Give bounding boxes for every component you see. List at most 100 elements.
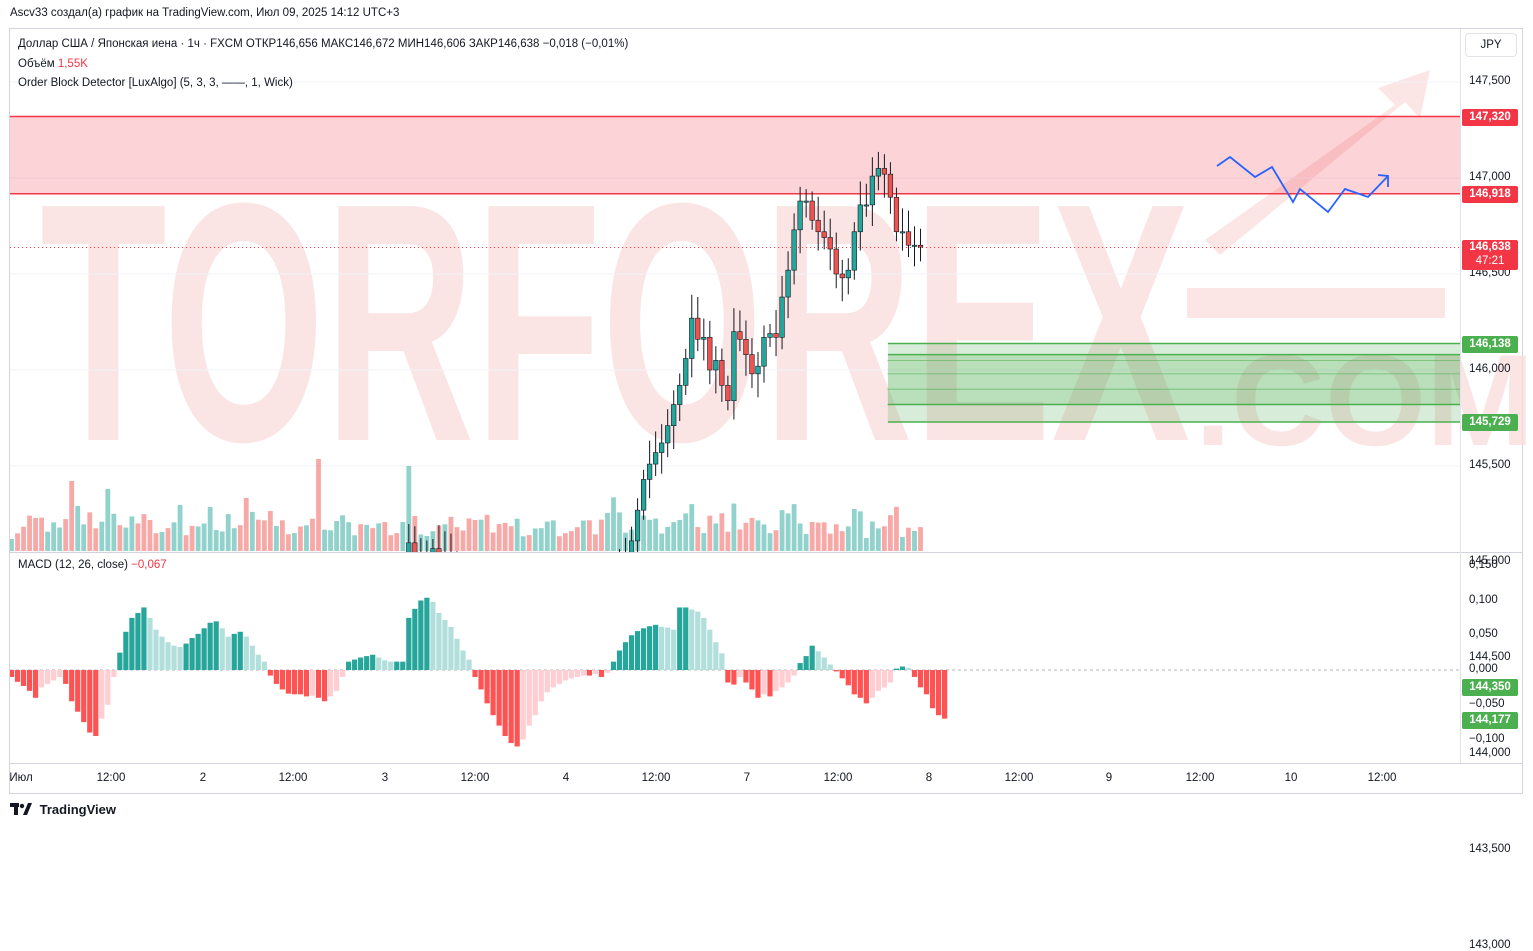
footer-brand[interactable]: TradingView — [10, 802, 116, 818]
candle-body — [899, 231, 906, 234]
currency-button[interactable]: JPY — [1465, 33, 1517, 57]
candle[interactable] — [803, 189, 809, 218]
candle[interactable] — [707, 320, 713, 385]
candle[interactable] — [701, 318, 707, 361]
macd-pane[interactable] — [10, 553, 1460, 763]
candle[interactable] — [689, 294, 695, 378]
symbol-legend-row[interactable]: Доллар США / Японская иена · 1ч · FXCM О… — [18, 35, 628, 55]
candle[interactable] — [749, 338, 755, 389]
candle[interactable] — [743, 320, 749, 376]
candle[interactable] — [761, 325, 767, 383]
demand-lower-top-badge[interactable]: 144,350 — [1462, 678, 1518, 696]
macd-histogram-bar — [39, 670, 45, 688]
candle[interactable] — [719, 348, 725, 402]
candle[interactable] — [659, 424, 665, 474]
candle[interactable] — [737, 310, 743, 352]
candle[interactable] — [839, 259, 845, 302]
candle[interactable] — [430, 538, 436, 552]
macd-histogram-bar — [863, 670, 869, 704]
candle[interactable] — [671, 390, 677, 450]
candle[interactable] — [815, 196, 821, 251]
candle[interactable] — [725, 375, 731, 411]
time-axis[interactable]: Июл 12:00 2 12:00 3 12:00 4 12:00 7 12:00 8 12:00 9 1… — [9, 764, 1522, 794]
candle[interactable] — [869, 157, 875, 226]
candle[interactable] — [623, 537, 628, 552]
candle[interactable] — [887, 162, 894, 214]
pane-divider[interactable] — [10, 552, 1522, 553]
candle[interactable] — [791, 213, 797, 285]
candle[interactable] — [893, 187, 900, 242]
candle[interactable] — [683, 348, 689, 395]
supply-top-badge[interactable]: 147,320 — [1462, 108, 1518, 126]
candle[interactable] — [833, 232, 839, 289]
candle-body — [659, 442, 665, 453]
demand-upper-top-badge[interactable]: 146,138 — [1462, 335, 1518, 353]
volume-bar — [520, 536, 526, 551]
candle[interactable] — [449, 533, 454, 552]
macd-legend[interactable]: MACD (12, 26, close) −0,067 — [18, 559, 167, 571]
macd-histogram-bar — [586, 670, 593, 676]
candle[interactable] — [419, 538, 424, 552]
macd-chart[interactable] — [10, 553, 1460, 763]
supply-bottom-badge[interactable]: 146,918 — [1462, 185, 1518, 203]
candle[interactable] — [665, 409, 671, 458]
macd-histogram-bar — [887, 670, 894, 683]
price-pane[interactable] — [10, 29, 1460, 552]
candle[interactable] — [827, 218, 833, 271]
price-axis[interactable]: 147,500 147,000 146,500 146,000 145,500 145,0… — [1461, 29, 1522, 951]
price-chart[interactable] — [10, 29, 1460, 552]
candle[interactable] — [731, 308, 737, 420]
demand-lower-bottom-badge[interactable]: 144,177 — [1462, 712, 1518, 730]
macd-histogram-bar — [568, 670, 574, 679]
indicator-legend-row[interactable]: Order Block Detector [LuxAlgo] (5, 3, 3,… — [18, 74, 628, 94]
candle[interactable] — [412, 526, 418, 552]
volume-bar — [201, 523, 207, 551]
candle[interactable] — [767, 323, 773, 347]
candle[interactable] — [653, 431, 659, 476]
indicator-title[interactable]: Order Block Detector [LuxAlgo] (5, 3, 3,… — [18, 77, 293, 89]
candle[interactable] — [713, 346, 719, 394]
candle[interactable] — [845, 258, 851, 295]
candle[interactable] — [857, 181, 863, 251]
candle[interactable] — [695, 297, 701, 352]
candle[interactable] — [911, 226, 918, 267]
candle[interactable] — [863, 183, 869, 217]
volume-bar — [773, 530, 779, 551]
macd-histogram-bar — [32, 670, 39, 698]
candle[interactable] — [406, 523, 412, 552]
candle[interactable] — [436, 525, 442, 552]
candle[interactable] — [875, 151, 881, 191]
candle[interactable] — [425, 540, 430, 552]
candle[interactable] — [905, 210, 912, 258]
candle[interactable] — [851, 222, 857, 280]
current-price-value: 146,638 — [1469, 240, 1511, 253]
candle[interactable] — [785, 251, 791, 319]
candle[interactable] — [647, 440, 653, 499]
volume-bar — [273, 526, 279, 551]
candle[interactable] — [809, 191, 815, 230]
macd-histogram-bar — [893, 668, 900, 670]
demand-upper-bottom-badge[interactable]: 145,729 — [1462, 414, 1518, 432]
macd-axis[interactable]: 0,150 0,100 0,050 0,000 −0,050 −0,100 — [1461, 553, 1522, 763]
candle[interactable] — [677, 373, 683, 422]
candle[interactable] — [640, 469, 647, 520]
candle[interactable] — [917, 228, 924, 262]
volume-bar — [45, 531, 51, 551]
candle[interactable] — [881, 154, 887, 198]
current-price-badge[interactable]: 146,638 47:21 — [1462, 239, 1518, 270]
candle[interactable] — [773, 310, 779, 357]
open-value: ОТКР146,656 — [245, 38, 318, 50]
volume-bar — [147, 520, 153, 551]
candle[interactable] — [755, 351, 761, 398]
candle[interactable] — [779, 275, 785, 350]
candle[interactable] — [628, 526, 635, 552]
candle[interactable] — [899, 208, 906, 251]
candle[interactable] — [821, 210, 827, 250]
symbol-title[interactable]: Доллар США / Японская иена · 1ч · FXCM — [18, 38, 243, 50]
volume-legend-row[interactable]: Объём 1,55K — [18, 55, 628, 75]
candle[interactable] — [634, 498, 641, 552]
projection-path[interactable] — [1216, 155, 1389, 214]
macd-label[interactable]: MACD (12, 26, close) — [18, 559, 128, 571]
candle[interactable] — [797, 186, 803, 254]
candle[interactable] — [443, 531, 448, 552]
